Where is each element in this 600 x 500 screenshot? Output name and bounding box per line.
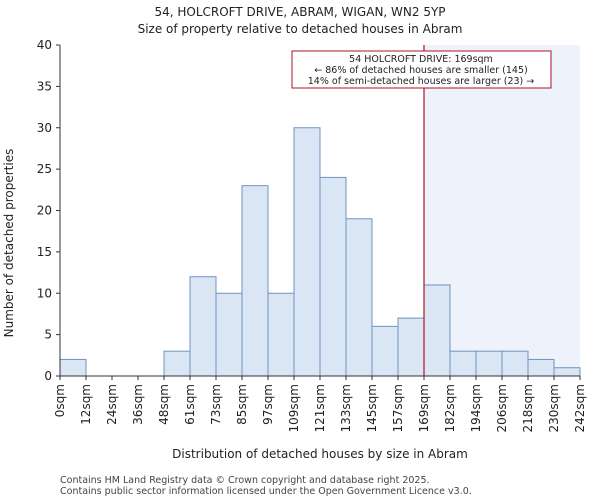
y-tick-label: 40 [37, 38, 52, 52]
x-tick-label: 194sqm [469, 384, 483, 432]
y-tick-label: 35 [37, 79, 52, 93]
bars-group [59, 127, 581, 377]
annotation-border [291, 50, 552, 89]
bar-145sqm [371, 325, 399, 377]
y-tick-label: 20 [37, 204, 52, 218]
bar-182sqm [449, 350, 477, 377]
y-tick-label: 30 [37, 121, 52, 135]
bar-48sqm [163, 350, 191, 377]
x-tick-label: 121sqm [313, 384, 327, 432]
x-tick-label: 97sqm [261, 384, 275, 425]
y-tick-label: 25 [37, 162, 52, 176]
bar-194sqm [475, 350, 503, 377]
x-ticks: 0sqm 12sqm 24sqm 36sqm 48sqm 61sqm 73sqm 85sqm 9… [53, 376, 587, 432]
x-tick-label: 36sqm [131, 384, 145, 425]
x-tick-label: 24sqm [105, 384, 119, 425]
y-tick-label: 5 [44, 328, 52, 342]
x-tick-label: 48sqm [157, 384, 171, 425]
y-tick-label: 10 [37, 286, 52, 300]
bar-85sqm [241, 185, 269, 377]
footer-line-1: Contains HM Land Registry data © Crown c… [60, 475, 430, 486]
footer-line-2: Contains public sector information licen… [60, 486, 472, 497]
chart-title: 54, HOLCROFT DRIVE, ABRAM, WIGAN, WN2 5Y… [154, 5, 445, 19]
bar-121sqm [319, 176, 347, 377]
annotation-box: 54 HOLCROFT DRIVE: 169sqm ← 86% of detac… [291, 50, 552, 89]
bar-61sqm [189, 276, 217, 377]
y-tick-label: 0 [44, 369, 52, 383]
axes: 0 5 10 15 20 25 30 35 40 0sqm 12sqm 24sqm 36sqm 48sq… [37, 38, 587, 432]
bar-133sqm [345, 218, 373, 377]
annotation-line-3: 14% of semi-detached houses are larger (… [308, 76, 535, 87]
x-axis-label: Distribution of detached houses by size … [172, 447, 468, 461]
bar-218sqm [527, 358, 555, 377]
x-tick-label: 242sqm [573, 384, 587, 432]
x-tick-label: 206sqm [495, 384, 509, 432]
x-tick-label: 109sqm [287, 384, 301, 432]
bar-109sqm [293, 127, 321, 377]
x-tick-label: 145sqm [365, 384, 379, 432]
bar-169sqm [423, 284, 451, 377]
x-tick-label: 169sqm [417, 384, 431, 432]
x-tick-label: 0sqm [53, 384, 67, 417]
x-tick-label: 157sqm [391, 384, 405, 432]
x-tick-label: 230sqm [547, 384, 561, 432]
x-tick-label: 61sqm [183, 384, 197, 425]
bar-73sqm [215, 292, 243, 377]
annotation-line-1: 54 HOLCROFT DRIVE: 169sqm [349, 54, 493, 65]
annotation-line-2: ← 86% of detached houses are smaller (14… [314, 65, 527, 76]
y-ticks: 0 5 10 15 20 25 30 35 40 [37, 38, 60, 383]
x-tick-label: 218sqm [521, 384, 535, 432]
y-axis-label: Number of detached properties [2, 149, 16, 338]
x-tick-label: 133sqm [339, 384, 353, 432]
bar-0sqm [59, 358, 87, 377]
x-tick-label: 73sqm [209, 384, 223, 425]
x-tick-label: 12sqm [79, 384, 93, 425]
bar-230sqm [553, 367, 581, 377]
bar-157sqm [397, 317, 425, 377]
chart-subtitle: Size of property relative to detached ho… [138, 22, 463, 36]
x-tick-label: 182sqm [443, 384, 457, 432]
x-tick-label: 85sqm [235, 384, 249, 425]
bar-206sqm [501, 350, 529, 377]
bar-97sqm [267, 292, 295, 377]
y-tick-label: 15 [37, 245, 52, 259]
